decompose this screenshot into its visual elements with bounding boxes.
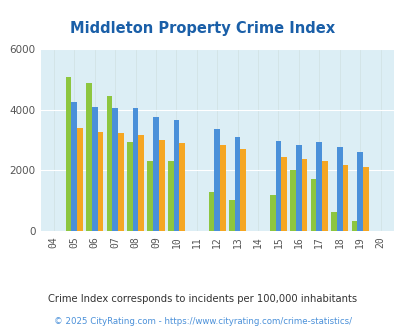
Bar bbox=[132, 108, 138, 231]
Bar bbox=[77, 127, 83, 231]
Text: Middleton Property Crime Index: Middleton Property Crime Index bbox=[70, 21, 335, 36]
Bar bbox=[147, 161, 153, 231]
Bar bbox=[106, 96, 112, 231]
Bar bbox=[208, 192, 214, 231]
Bar bbox=[173, 120, 179, 231]
Bar bbox=[167, 161, 173, 231]
Bar bbox=[153, 117, 158, 231]
Bar bbox=[295, 145, 301, 231]
Bar bbox=[92, 107, 97, 231]
Bar bbox=[179, 143, 185, 231]
Text: © 2025 CityRating.com - https://www.cityrating.com/crime-statistics/: © 2025 CityRating.com - https://www.city… bbox=[54, 317, 351, 326]
Bar bbox=[336, 147, 342, 231]
Bar bbox=[138, 135, 144, 231]
Bar bbox=[269, 195, 275, 231]
Bar bbox=[281, 156, 286, 231]
Bar bbox=[127, 142, 132, 231]
Bar bbox=[310, 179, 315, 231]
Bar bbox=[234, 137, 240, 231]
Bar bbox=[97, 132, 103, 231]
Bar bbox=[118, 133, 124, 231]
Bar bbox=[220, 145, 225, 231]
Bar bbox=[290, 170, 295, 231]
Bar bbox=[158, 140, 164, 231]
Bar bbox=[330, 212, 336, 231]
Text: Crime Index corresponds to incidents per 100,000 inhabitants: Crime Index corresponds to incidents per… bbox=[48, 294, 357, 304]
Bar bbox=[351, 221, 356, 231]
Bar bbox=[71, 102, 77, 231]
Bar bbox=[342, 165, 347, 231]
Bar bbox=[275, 142, 281, 231]
Bar bbox=[356, 152, 362, 231]
Bar bbox=[240, 149, 245, 231]
Bar bbox=[362, 167, 368, 231]
Bar bbox=[86, 83, 92, 231]
Bar bbox=[112, 108, 118, 231]
Bar bbox=[321, 161, 327, 231]
Bar bbox=[301, 159, 307, 231]
Bar bbox=[66, 77, 71, 231]
Bar bbox=[214, 129, 220, 231]
Bar bbox=[315, 142, 321, 231]
Bar bbox=[228, 200, 234, 231]
